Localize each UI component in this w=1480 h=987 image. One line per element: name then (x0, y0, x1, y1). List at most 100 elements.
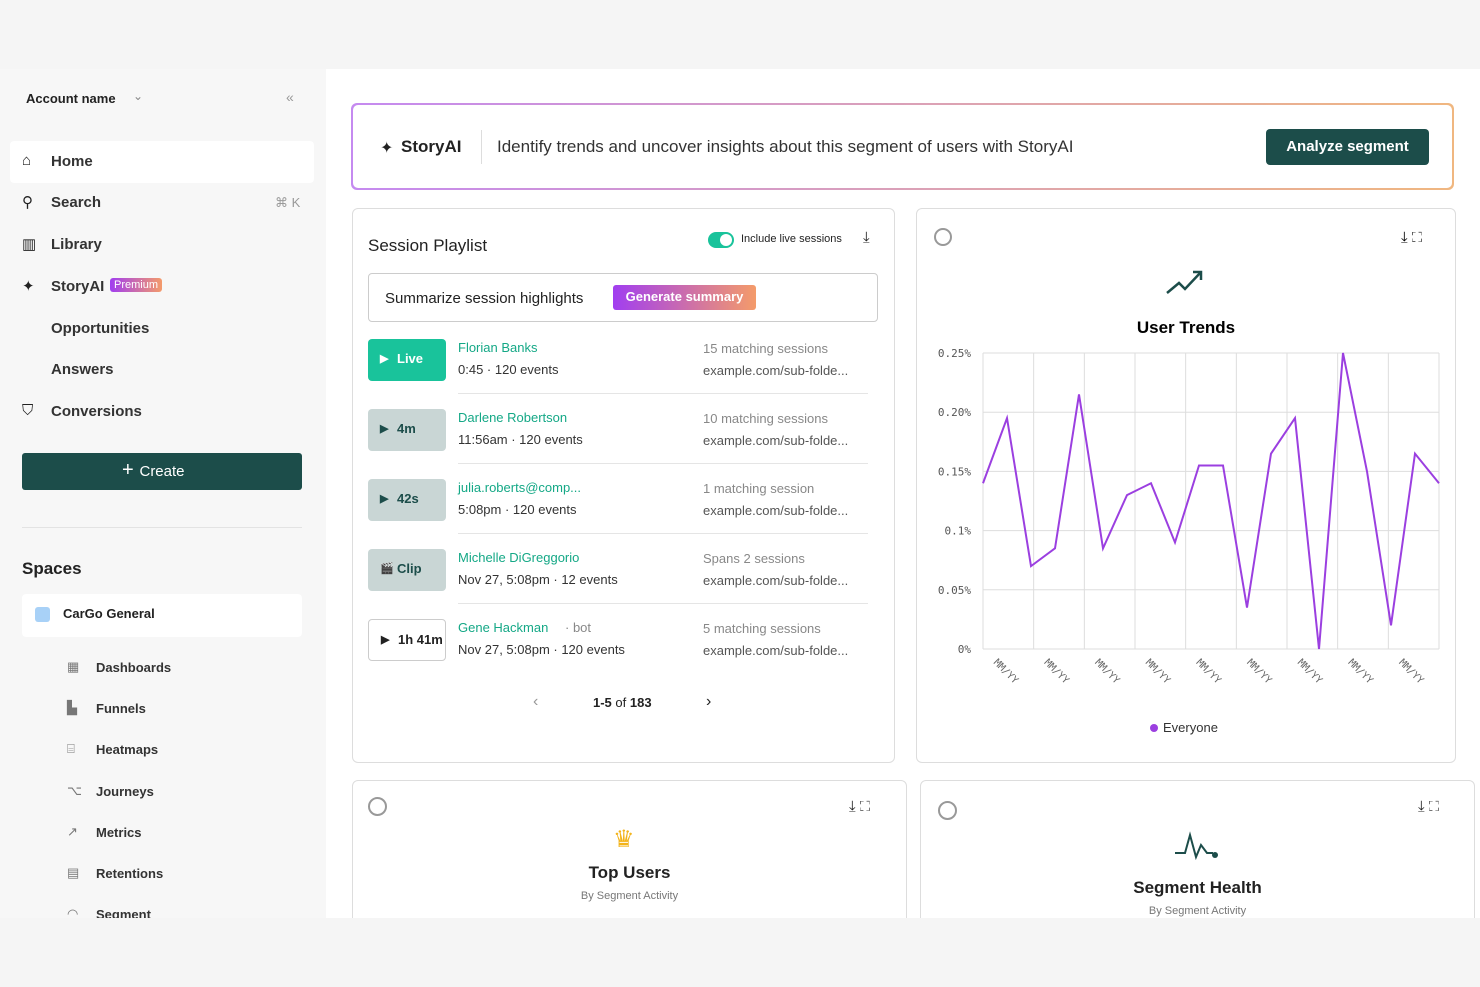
session-tag: · bot (565, 620, 592, 635)
space-item[interactable]: Metrics (96, 824, 142, 840)
pulse-icon (1175, 831, 1218, 861)
badge-label: 1h 41m (398, 632, 443, 647)
banner-text: Identify trends and uncover insights abo… (497, 137, 1074, 156)
trend-icon-head (1193, 270, 1203, 280)
nav-item[interactable]: Answers (51, 361, 114, 378)
generate-button[interactable]: Generate summary (613, 285, 756, 310)
nav-item[interactable]: Opportunities (51, 320, 150, 337)
space-item-icon: ⌥ (67, 782, 82, 798)
badge-label: Clip (397, 561, 422, 576)
row-divider (458, 533, 868, 534)
divider (481, 130, 482, 164)
play-badge[interactable]: ▶ 42s (368, 479, 446, 521)
trends-chart: ⤓ ⛶ User Trends 0% 0.05% 0.1% 0.15% 0.20% 0.25%… (934, 228, 1440, 735)
plus: + (122, 459, 134, 481)
space-name[interactable]: CarGo General (63, 606, 155, 621)
session-meta: 0:45 · 120 events (458, 362, 559, 377)
session-url: example.com/sub-folde... (703, 573, 849, 588)
play-badge[interactable]: ▶ 4m (368, 409, 446, 451)
create-button[interactable]: Create (22, 453, 302, 490)
session-name[interactable]: Darlene Robertson (458, 410, 568, 425)
space-item-icon: ▤ (67, 865, 80, 880)
session-name[interactable]: Florian Banks (458, 340, 538, 355)
shortcut: ⌘ K (275, 195, 301, 210)
nav-item[interactable]: Library (51, 236, 102, 253)
row-divider (458, 393, 868, 394)
space-item-icon: ⌸ (67, 741, 75, 757)
analyze-button[interactable]: Analyze segment (1266, 129, 1429, 165)
session-name[interactable]: Gene Hackman (458, 620, 549, 635)
nav-item[interactable]: Home (51, 153, 93, 170)
card-tools[interactable]: ⤓ ⛶ (1418, 798, 1440, 815)
play-badge[interactable]: ▶ Live (368, 339, 446, 381)
card-tools: ⤓ ⛶ (1401, 229, 1423, 246)
session-meta: Nov 27, 5:08pm · 12 events (458, 572, 618, 587)
top-users-title: Top Users (588, 863, 671, 882)
y-tick-label: 0.25% (938, 347, 971, 360)
y-tick-label: 0% (958, 643, 972, 656)
session-meta: 11:56am · 120 events (458, 432, 583, 447)
play-icon: 🎬 (380, 563, 394, 575)
nav-item[interactable]: Search (51, 194, 102, 211)
home-highlight (10, 141, 314, 183)
total: 183 (629, 695, 652, 710)
session-name[interactable]: julia.roberts@comp... (458, 480, 582, 495)
x-tick-label: MM/YY (1244, 657, 1273, 686)
session-url: example.com/sub-folde... (703, 503, 849, 518)
nav-icon: ✦ (22, 278, 35, 295)
y-tick-label: 0.20% (938, 406, 971, 419)
prev-arrow[interactable]: ‹ (533, 693, 539, 710)
session-matches: 1 matching session (703, 481, 815, 496)
space-swatch (35, 607, 50, 622)
account-name[interactable]: Account name (26, 91, 116, 106)
space-item[interactable]: Heatmaps (96, 742, 159, 758)
play-icon: ▶ (381, 634, 390, 646)
trends-card: ⤓ ⛶ User Trends 0% 0.05% 0.1% 0.15% 0.20% 0.25%… (916, 208, 1456, 763)
download-icon[interactable]: ⤓ (863, 229, 870, 246)
nav-item[interactable]: StoryAI (51, 278, 105, 295)
of: of (615, 695, 627, 710)
toggle-label: Include live sessions (741, 233, 842, 245)
next-arrow[interactable]: › (706, 693, 712, 710)
session-name[interactable]: Michelle DiGreggorio (458, 550, 580, 565)
space-item[interactable]: Journeys (96, 783, 154, 799)
clock-icon (368, 797, 387, 816)
play-badge[interactable]: ▶ 1h 41m (368, 619, 446, 661)
x-tick-label: MM/YY (1143, 657, 1172, 686)
segment-health-card: ⤓ ⛶ Segment Health By Segment Activity (920, 780, 1475, 940)
bottom-strip (0, 918, 1480, 987)
space-item-icon: ▙ (67, 700, 77, 716)
play-badge[interactable]: 🎬 Clip (368, 549, 446, 591)
trend-icon (1166, 271, 1202, 294)
chevron: ⌄ (133, 89, 144, 103)
playlist-card: Session Playlist Include live sessions ⤓… (352, 208, 895, 763)
summary-box (368, 273, 878, 322)
row-divider (458, 603, 868, 604)
session-meta: 5:08pm · 120 events (458, 502, 577, 517)
y-tick-label: 0.05% (938, 584, 971, 597)
space-item[interactable]: Segment (96, 907, 151, 918)
sparkle-icon: ✦ (380, 140, 394, 157)
top-users-subtitle: By Segment Activity (580, 890, 679, 902)
session-matches: 10 matching sessions (703, 411, 829, 426)
toggle[interactable] (708, 232, 734, 248)
x-tick-label: MM/YY (1396, 657, 1425, 686)
space-item[interactable]: Funnels (96, 701, 146, 717)
legend-label: Everyone (1163, 720, 1218, 735)
space-box (22, 594, 302, 637)
range: 1-5 (593, 695, 612, 710)
row-divider (458, 463, 868, 464)
space-item[interactable]: Retentions (96, 866, 164, 881)
collapse[interactable]: « (286, 89, 294, 105)
nav-item[interactable]: Conversions (51, 403, 142, 420)
segment-health-subtitle: By Segment Activity (1148, 905, 1247, 917)
space-item[interactable]: Dashboards (96, 660, 172, 675)
playlist-title: Session Playlist (368, 236, 488, 255)
banner-brand: StoryAI (401, 137, 462, 156)
badge-label: 4m (397, 421, 416, 436)
card-tools[interactable]: ⤓ ⛶ (849, 798, 871, 815)
clock-icon (938, 801, 957, 820)
play-icon: ▶ (380, 493, 389, 505)
y-tick-label: 0.1% (945, 525, 972, 538)
segment-health-title: Segment Health (1133, 878, 1262, 897)
